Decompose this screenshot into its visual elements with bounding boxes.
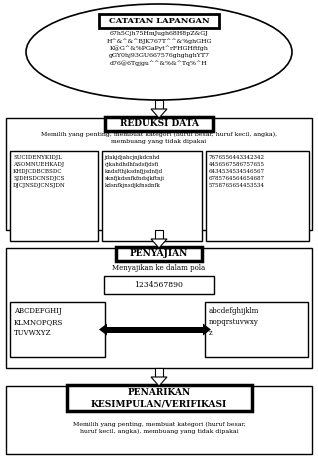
Text: abcdefghijklm
nopqrstuvwxy
z: abcdefghijklm nopqrstuvwxy z xyxy=(209,307,259,337)
FancyBboxPatch shape xyxy=(6,248,312,368)
Polygon shape xyxy=(99,324,107,335)
FancyBboxPatch shape xyxy=(105,117,213,131)
Text: REDUKSI DATA: REDUKSI DATA xyxy=(120,120,198,128)
Text: PENYAJIAN: PENYAJIAN xyxy=(130,249,188,259)
FancyBboxPatch shape xyxy=(104,276,214,294)
FancyBboxPatch shape xyxy=(66,385,252,411)
Polygon shape xyxy=(107,326,203,333)
FancyBboxPatch shape xyxy=(6,386,312,454)
Text: Memilih yang penting, membuat kategori (huruf besar, huruf kecil, angka),
membua: Memilih yang penting, membuat kategori (… xyxy=(41,132,277,144)
FancyBboxPatch shape xyxy=(10,151,98,241)
FancyBboxPatch shape xyxy=(205,302,308,357)
FancyBboxPatch shape xyxy=(155,100,163,109)
FancyBboxPatch shape xyxy=(155,230,163,239)
Polygon shape xyxy=(151,109,167,118)
FancyBboxPatch shape xyxy=(99,14,219,28)
FancyBboxPatch shape xyxy=(155,368,163,377)
Text: jdakjdjahcjnjkdcnhd
cjkahdhdhfadsfjdsfi
kndsfthjksdnfjjsdnfjd
sknfjkdsnfkfndsjkf: jdakjdjahcjnjkdcnhd cjkahdhdhfadsfjdsfi … xyxy=(105,155,165,188)
Text: SUCIDENYKIDJL
ASOMNUEHKADJ
KHDJCDBCBSDC
SJDHSDCNSDJCS
DJCJNSDJCNSJDN: SUCIDENYKIDJL ASOMNUEHKADJ KHDJCDBCBSDC … xyxy=(13,155,66,188)
Text: Menyajikan ke dalam pola: Menyajikan ke dalam pola xyxy=(112,264,206,272)
FancyBboxPatch shape xyxy=(10,302,105,357)
Polygon shape xyxy=(151,239,167,248)
Ellipse shape xyxy=(26,4,292,100)
FancyBboxPatch shape xyxy=(6,118,312,230)
Text: 67h5Cjh75HmJugh68H8pZ&GJ
H^&^&^BJK767T^^&%ghGHG
K@G^&%PGaPyt^rFHGHftfgh
gGY0hj93: 67h5Cjh75HmJugh68H8pZ&GJ H^&^&^BJK767T^^… xyxy=(106,31,212,66)
Text: PENARIKAN
KESIMPULAN/VERIFIKASI: PENARIKAN KESIMPULAN/VERIFIKASI xyxy=(91,388,227,408)
Text: ABCDEFGHIJ
KLMNOPQRS
TUVWXYZ: ABCDEFGHIJ KLMNOPQRS TUVWXYZ xyxy=(14,307,63,337)
Text: CATATAN LAPANGAN: CATATAN LAPANGAN xyxy=(109,17,209,25)
Polygon shape xyxy=(151,377,167,386)
FancyBboxPatch shape xyxy=(206,151,309,241)
Text: 7676556443342342
4456567586757655
6434534534546567
6785764564654687
575876565445: 7676556443342342 4456567586757655 643453… xyxy=(209,155,265,188)
Polygon shape xyxy=(203,324,211,335)
Text: Memilih yang penting, membuat kategori (huruf besar,
huruf kecil, angka), membua: Memilih yang penting, membuat kategori (… xyxy=(73,422,245,434)
FancyBboxPatch shape xyxy=(116,247,202,261)
Text: 1234567890: 1234567890 xyxy=(135,281,183,289)
FancyBboxPatch shape xyxy=(102,151,202,241)
